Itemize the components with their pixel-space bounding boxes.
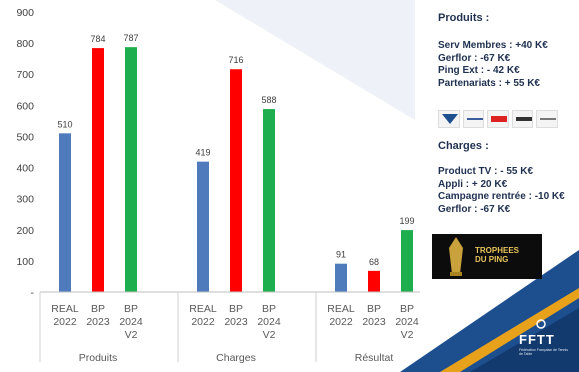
bar bbox=[335, 263, 347, 292]
x-tick-label: REAL bbox=[327, 303, 355, 315]
fftt-orange-wave bbox=[440, 288, 579, 372]
bar bbox=[263, 109, 275, 292]
y-tick-label: 800 bbox=[16, 38, 34, 50]
cornilleau-logo bbox=[462, 110, 485, 128]
x-tick-label: BP bbox=[367, 303, 381, 315]
y-tick-label: 700 bbox=[16, 69, 34, 81]
x-tick-label: 2022 bbox=[329, 316, 353, 328]
bar bbox=[401, 230, 413, 292]
data-label: 199 bbox=[399, 216, 414, 226]
gerflor-logo bbox=[511, 110, 534, 128]
charges-line: Campagne rentrée : -10 K€ bbox=[438, 191, 565, 202]
produits-line: Ping Ext : - 42 K€ bbox=[438, 65, 520, 76]
x-tick-label: 2024 bbox=[257, 316, 281, 328]
trophees-line: DU PING bbox=[475, 255, 509, 264]
y-tick-label: 200 bbox=[16, 225, 34, 237]
x-tick-label: REAL bbox=[51, 303, 79, 315]
x-tick-label: 2024 bbox=[395, 316, 419, 328]
data-label: 784 bbox=[90, 34, 105, 44]
bar bbox=[197, 161, 209, 292]
bar bbox=[125, 47, 137, 293]
y-tick-label: 900 bbox=[16, 7, 34, 19]
x-tick-label: 2023 bbox=[362, 316, 386, 328]
x-tick-label: 2022 bbox=[53, 316, 77, 328]
butterfly-logo bbox=[536, 110, 558, 128]
x-tick-label: 2022 bbox=[191, 316, 215, 328]
x-tick-label: 2024 bbox=[119, 316, 143, 328]
data-label: 68 bbox=[369, 257, 379, 267]
bars: 510 784 787 419 716 588 91 68 199 bbox=[57, 33, 415, 293]
group-label: Produits bbox=[79, 352, 118, 364]
produits-list: Serv Membres : +40 K€ Gerflor : -67 K€ P… bbox=[438, 40, 548, 90]
charges-panel: Charges : bbox=[438, 140, 489, 153]
group-label: Charges bbox=[216, 352, 256, 364]
x-tick-label: BP bbox=[229, 303, 243, 315]
fftt-ball-icon bbox=[536, 319, 546, 329]
produits-title: Produits : bbox=[438, 12, 490, 24]
y-tick-label: 300 bbox=[16, 194, 34, 206]
y-tick-label: - bbox=[31, 287, 35, 299]
x-axis: REAL2022BP2023BP2024V2ProduitsREAL2022BP… bbox=[39, 291, 420, 364]
data-label: 787 bbox=[123, 33, 138, 43]
y-tick-label: 100 bbox=[16, 256, 34, 268]
fftt-logo-subtitle: Fédération Française de Tennis de Table bbox=[519, 348, 568, 356]
data-label: 510 bbox=[57, 119, 72, 129]
charges-line: Appli : + 20 K€ bbox=[438, 178, 508, 190]
charges-list: Product TV : - 55 K€ Appli : + 20 K€ Cam… bbox=[438, 166, 565, 216]
data-label: 419 bbox=[195, 148, 210, 158]
y-tick-label: 500 bbox=[16, 131, 34, 143]
produits-line: Gerflor : -67 K€ bbox=[438, 52, 511, 64]
x-tick-label: V2 bbox=[401, 329, 414, 341]
produits-panel: Produits : bbox=[438, 12, 489, 25]
fftt-logo: FFTT bbox=[519, 332, 555, 347]
data-label: 588 bbox=[261, 95, 276, 105]
light-stripe bbox=[215, 0, 415, 120]
victas-logo bbox=[438, 110, 460, 128]
charges-title: Charges : bbox=[438, 140, 489, 152]
bar bbox=[230, 69, 242, 292]
y-tick-label: 600 bbox=[16, 100, 34, 112]
charges-line: Product TV : - 55 K€ bbox=[438, 166, 534, 177]
trophees-du-ping-banner: TROPHEES DU PING bbox=[432, 234, 542, 279]
y-tick-label: 400 bbox=[16, 163, 34, 175]
data-label: 91 bbox=[336, 250, 346, 260]
sponsor-logos bbox=[438, 108, 558, 130]
trophy-icon bbox=[449, 237, 463, 276]
x-tick-label: BP bbox=[400, 303, 414, 315]
x-tick-label: REAL bbox=[189, 303, 217, 315]
x-tick-label: V2 bbox=[125, 329, 138, 341]
x-tick-label: BP bbox=[91, 303, 105, 315]
produits-line: Serv Membres : +40 K€ bbox=[438, 40, 548, 51]
x-tick-label: 2023 bbox=[224, 316, 248, 328]
trophees-line: TROPHEES bbox=[475, 246, 520, 255]
bar bbox=[368, 270, 380, 292]
x-tick-label: V2 bbox=[263, 329, 276, 341]
charges-line: Gerflor : -67 K€ bbox=[438, 203, 511, 215]
data-label: 716 bbox=[228, 55, 243, 65]
x-tick-label: BP bbox=[262, 303, 276, 315]
group-label: Résultat bbox=[355, 352, 394, 364]
trophees-text: TROPHEES DU PING bbox=[475, 246, 535, 264]
x-tick-label: 2023 bbox=[86, 316, 110, 328]
y-axis: - 100 200 300 400 500 600 700 800 900 bbox=[16, 7, 34, 299]
bar-chart: - 100 200 300 400 500 600 700 800 900 510 784 787 41… bbox=[16, 7, 420, 364]
bar bbox=[92, 48, 104, 292]
fftt-dark-wave bbox=[470, 308, 579, 372]
nomalu-logo bbox=[487, 110, 509, 128]
x-tick-label: BP bbox=[124, 303, 138, 315]
produits-line: Partenariats : + 55 K€ bbox=[438, 77, 540, 89]
bar bbox=[59, 133, 71, 292]
